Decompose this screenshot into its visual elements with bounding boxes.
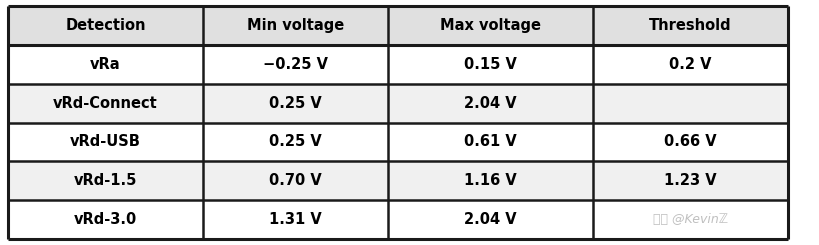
Text: Min voltage: Min voltage [247, 18, 344, 33]
Text: vRd-USB: vRd-USB [70, 135, 141, 149]
Text: 0.2 V: 0.2 V [668, 57, 711, 72]
Text: 0.66 V: 0.66 V [663, 135, 716, 149]
Bar [592, 200, 787, 239]
Bar [203, 84, 387, 122]
Bar [203, 45, 387, 84]
Text: 0.15 V: 0.15 V [464, 57, 516, 72]
Bar [203, 161, 387, 200]
Bar [8, 122, 203, 161]
Text: 0.70 V: 0.70 V [269, 173, 322, 188]
Text: 0.25 V: 0.25 V [269, 135, 322, 149]
Bar [387, 122, 592, 161]
Bar [8, 200, 203, 239]
Bar [387, 6, 592, 45]
Text: 0.61 V: 0.61 V [464, 135, 516, 149]
Bar [8, 161, 203, 200]
Text: 2.04 V: 2.04 V [464, 96, 516, 110]
Text: vRa: vRa [90, 57, 120, 72]
Bar [592, 161, 787, 200]
Text: 1.16 V: 1.16 V [464, 173, 516, 188]
Text: Max voltage: Max voltage [440, 18, 541, 33]
Bar [203, 6, 387, 45]
Bar [8, 84, 203, 122]
Bar [203, 200, 387, 239]
Text: 知乎 @Kevinℤ: 知乎 @Kevinℤ [652, 213, 727, 226]
Text: −0.25 V: −0.25 V [263, 57, 328, 72]
Text: Threshold: Threshold [649, 18, 731, 33]
Text: 1.31 V: 1.31 V [269, 212, 322, 227]
Bar [592, 122, 787, 161]
Bar [203, 122, 387, 161]
Bar [8, 45, 203, 84]
Text: 1.23 V: 1.23 V [663, 173, 716, 188]
Bar [387, 45, 592, 84]
Bar [8, 6, 203, 45]
Bar [387, 161, 592, 200]
Bar [387, 200, 592, 239]
Text: Detection: Detection [66, 18, 146, 33]
Bar [387, 84, 592, 122]
Text: vRd-3.0: vRd-3.0 [74, 212, 137, 227]
Bar [592, 84, 787, 122]
Text: 2.04 V: 2.04 V [464, 212, 516, 227]
Bar [592, 6, 787, 45]
Bar [592, 45, 787, 84]
Text: vRd-1.5: vRd-1.5 [74, 173, 137, 188]
Text: 0.25 V: 0.25 V [269, 96, 322, 110]
Text: vRd-Connect: vRd-Connect [53, 96, 158, 110]
